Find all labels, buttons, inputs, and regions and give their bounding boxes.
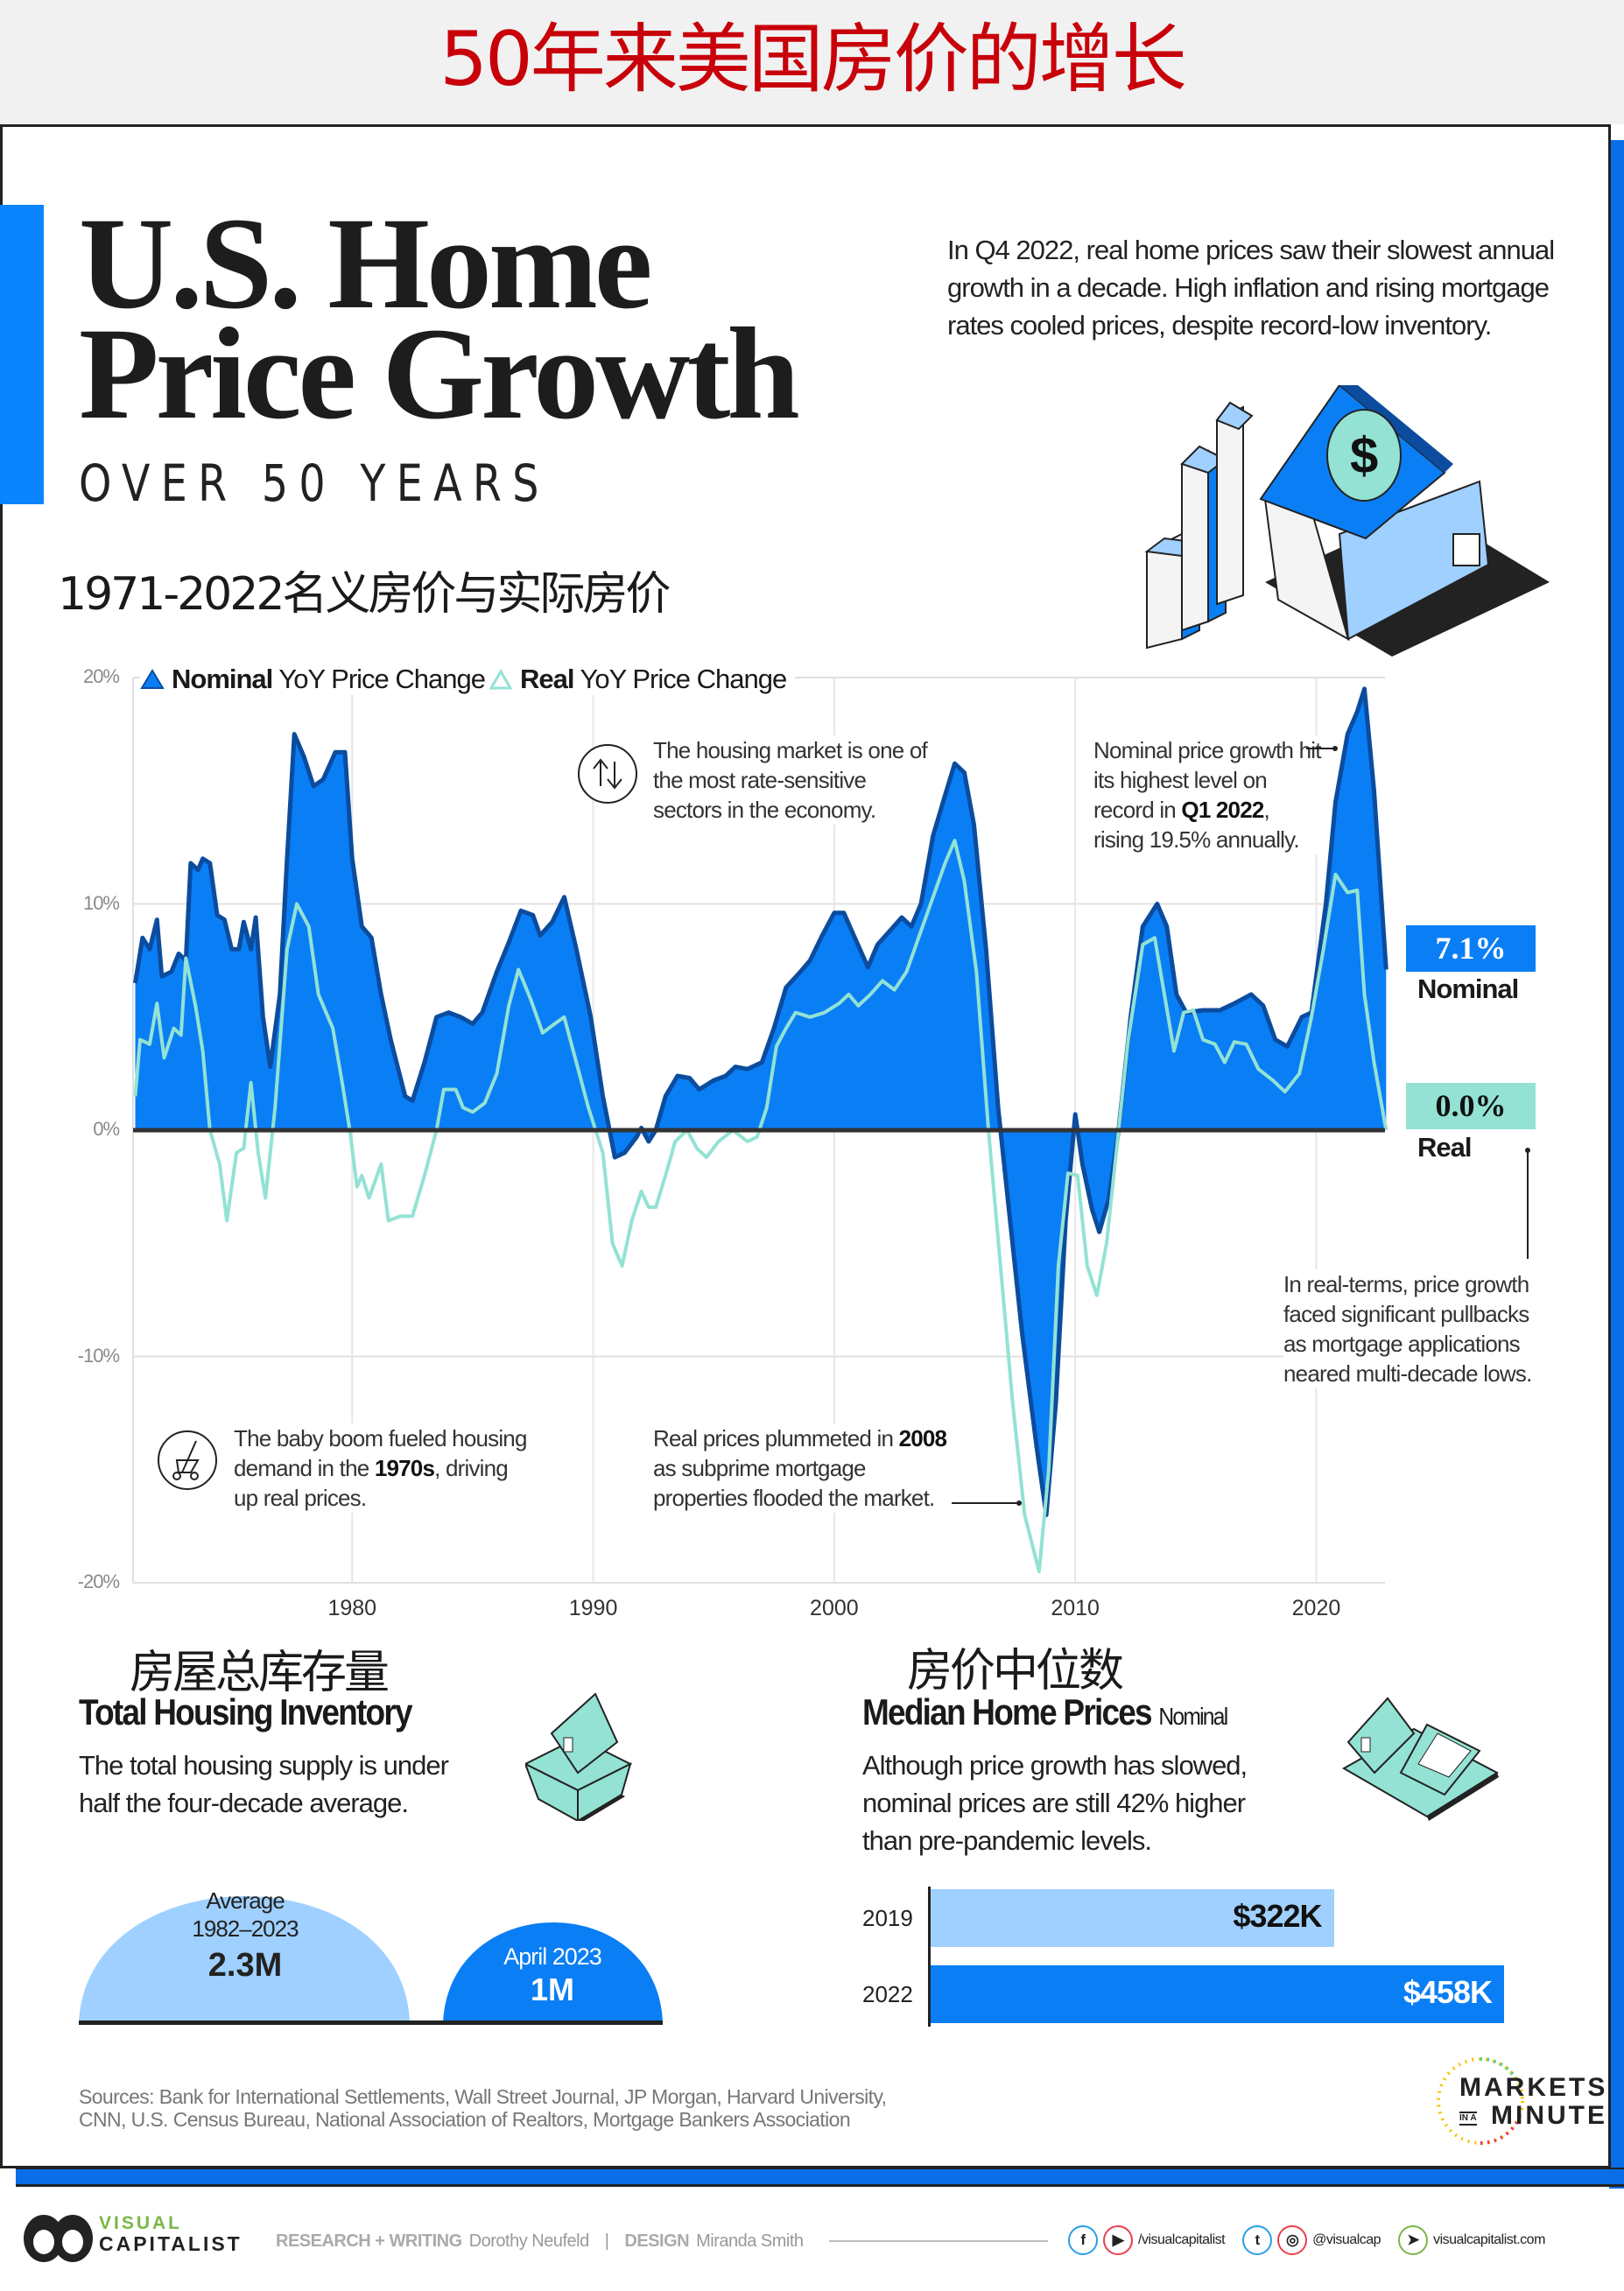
visual-capitalist-logo-icon bbox=[22, 2209, 96, 2263]
real-end-badge: 0.0% bbox=[1406, 1083, 1536, 1129]
nominal-area bbox=[135, 688, 1387, 1515]
nominal-end-badge: 7.1% bbox=[1406, 925, 1536, 972]
real-triangle-icon bbox=[489, 669, 513, 690]
youtube-icon[interactable]: ▶ bbox=[1103, 2225, 1133, 2255]
inventory-baseline bbox=[79, 2020, 663, 2025]
panel-shadow-bottom bbox=[16, 2168, 1624, 2187]
facebook-icon[interactable]: f bbox=[1068, 2225, 1098, 2255]
title-line-2: Price Growth bbox=[79, 301, 800, 446]
median-bar-value: $458K bbox=[1403, 1974, 1493, 2010]
x-tick-label: 1980 bbox=[327, 1596, 377, 1620]
legend-real-text: YoY Price Change bbox=[580, 664, 788, 694]
x-tick-label: 2020 bbox=[1291, 1596, 1341, 1620]
chart-series bbox=[133, 686, 1418, 1574]
median-title-cn: 房价中位数 bbox=[907, 1645, 1124, 1697]
inventory-title: Total Housing Inventory bbox=[79, 1691, 413, 1732]
y-tick-label: 0% bbox=[93, 1118, 120, 1140]
average-inventory-label: Average 1982–2023 2.3M bbox=[192, 1887, 299, 1984]
markets-in-a-minute-logo: MARKETS IN A MINUTE bbox=[1433, 2054, 1605, 2148]
nominal-triangle-icon bbox=[140, 669, 165, 689]
annotation-crash-pointer bbox=[952, 1500, 1022, 1506]
inventory-chart bbox=[79, 1896, 663, 2025]
arrows-up-down-icon bbox=[578, 744, 637, 804]
median-bar-year: 2022 bbox=[862, 1981, 913, 2007]
credits: RESEARCH + WRITING Dorothy Neufeld | DESI… bbox=[276, 2231, 804, 2251]
y-tick-label: -10% bbox=[77, 1344, 120, 1367]
annotation-baby-boom: The baby boom fueled housing demand in t… bbox=[234, 1423, 531, 1513]
real-end-value: 0.0% bbox=[1435, 1088, 1507, 1123]
banner bbox=[0, 0, 1624, 124]
footer-divider bbox=[829, 2240, 1048, 2242]
nominal-line bbox=[133, 686, 1388, 1517]
x-tick-label: 1990 bbox=[568, 1596, 618, 1620]
inventory-desc: The total housing supply is under half t… bbox=[79, 1750, 449, 1818]
sources: Sources: Bank for International Settleme… bbox=[79, 2085, 887, 2131]
real-end-label: Real bbox=[1417, 1132, 1472, 1163]
x-tick-label: 2010 bbox=[1051, 1596, 1100, 1620]
instagram-icon[interactable]: ◎ bbox=[1277, 2225, 1308, 2255]
nominal-end-label: Nominal bbox=[1417, 973, 1519, 1004]
twitter-icon[interactable]: t bbox=[1242, 2225, 1273, 2255]
logo-capitalist: CAPITALIST bbox=[99, 2232, 243, 2255]
svg-text:$: $ bbox=[1350, 427, 1378, 484]
median-bar-2019: $322K bbox=[931, 1889, 1334, 1947]
title-line-1: U.S. Home bbox=[79, 191, 652, 336]
house-box-icon bbox=[525, 1692, 633, 1821]
nominal-end-value: 7.1% bbox=[1435, 931, 1507, 966]
subtitle: OVER 50 YEARS bbox=[79, 453, 550, 513]
chinese-subtitle: 1971-2022名义房价与实际房价 bbox=[58, 568, 671, 621]
accent-bar bbox=[0, 205, 44, 504]
annotation-peak: Nominal price growth hit its highest lev… bbox=[1093, 735, 1322, 854]
intro-text: In Q4 2022, real home prices saw their s… bbox=[947, 235, 1555, 341]
real-line bbox=[133, 839, 1388, 1574]
median-bar-value: $322K bbox=[1233, 1898, 1322, 1934]
legend-nominal: Nominal YoY Price Change bbox=[140, 664, 494, 695]
panel-shadow-right bbox=[1609, 140, 1624, 2189]
social-links: f ▶ /visualcapitalist t ◎ @visualcap ➤ v… bbox=[1068, 2225, 1545, 2255]
house-calculator-icon bbox=[1341, 1697, 1500, 1821]
legend-real: Real YoY Price Change bbox=[489, 664, 796, 695]
average-inventory-dome bbox=[79, 1896, 410, 2022]
handle-visualcapitalist[interactable]: /visualcapitalist bbox=[1138, 2232, 1226, 2247]
y-tick-label: 20% bbox=[82, 665, 120, 687]
stroller-icon bbox=[158, 1430, 217, 1490]
annotation-pullback: In real-terms, price growth faced signif… bbox=[1283, 1269, 1546, 1388]
legend-nominal-bold: Nominal bbox=[172, 664, 273, 694]
banner-title: 50年来美国房价的增长 bbox=[439, 16, 1186, 103]
current-inventory-label: April 2023 1M bbox=[503, 1943, 602, 2007]
inventory-title-cn: 房屋总库存量 bbox=[130, 1647, 390, 1699]
annotation-real-pointer bbox=[1525, 1148, 1530, 1259]
mim-dotted-ring bbox=[1437, 2056, 1524, 2146]
median-bar-year: 2019 bbox=[862, 1905, 913, 1931]
logo-visual: VISUAL bbox=[99, 2213, 183, 2233]
median-desc: Although price growth has slowed, nomina… bbox=[862, 1750, 1248, 1856]
handle-visualcap[interactable]: @visualcap bbox=[1312, 2232, 1381, 2247]
median-bar-2022: $458K bbox=[931, 1965, 1504, 2023]
website-link[interactable]: visualcapitalist.com bbox=[1433, 2232, 1545, 2247]
median-bars-axis bbox=[928, 1887, 931, 2027]
current-inventory-dome bbox=[443, 1922, 663, 2022]
median-title: Median Home Prices Nominal bbox=[862, 1691, 1228, 1732]
x-tick-label: 2000 bbox=[810, 1596, 859, 1620]
cursor-icon[interactable]: ➤ bbox=[1398, 2225, 1429, 2255]
annotation-rate-sensitive: The housing market is one of the most ra… bbox=[653, 735, 933, 825]
y-tick-label: 10% bbox=[82, 891, 120, 914]
legend-real-bold: Real bbox=[520, 664, 574, 694]
footer bbox=[0, 2189, 1624, 2291]
house-dollar-illustration: $ bbox=[1144, 385, 1550, 657]
legend-nominal-text: YoY Price Change bbox=[278, 664, 486, 694]
annotation-2008-crash: Real prices plummeted in 2008 as subprim… bbox=[653, 1423, 951, 1513]
annotation-peak-pointer bbox=[1306, 746, 1338, 751]
y-tick-label: -20% bbox=[77, 1571, 120, 1592]
